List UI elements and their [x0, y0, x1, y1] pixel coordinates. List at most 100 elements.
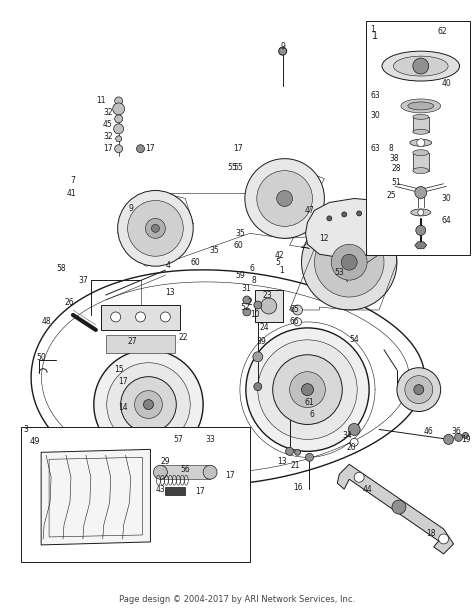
Text: 32: 32 [103, 132, 112, 141]
Text: 17: 17 [225, 471, 235, 480]
Ellipse shape [408, 102, 434, 110]
Text: 37: 37 [78, 276, 88, 284]
Text: 17: 17 [118, 377, 128, 386]
Circle shape [111, 312, 121, 322]
Text: 64: 64 [442, 216, 451, 225]
Text: 47: 47 [305, 206, 314, 215]
Ellipse shape [203, 465, 217, 479]
Text: 4: 4 [166, 261, 171, 270]
Text: 29: 29 [161, 457, 170, 466]
Text: 55: 55 [227, 163, 237, 172]
Circle shape [152, 224, 159, 232]
Text: 8: 8 [389, 144, 393, 153]
Circle shape [160, 312, 170, 322]
Text: 39: 39 [257, 337, 267, 346]
Circle shape [414, 384, 424, 395]
Text: 60: 60 [233, 241, 243, 249]
Text: 46: 46 [424, 427, 434, 436]
Circle shape [137, 145, 145, 153]
Text: 36: 36 [452, 427, 461, 436]
Ellipse shape [401, 99, 441, 113]
Text: 26: 26 [64, 297, 74, 306]
Circle shape [253, 352, 263, 362]
Text: 21: 21 [291, 461, 301, 470]
Circle shape [144, 400, 154, 409]
Circle shape [341, 254, 357, 270]
Circle shape [392, 500, 406, 514]
Circle shape [327, 216, 332, 221]
Text: 52: 52 [240, 303, 250, 313]
Text: 23: 23 [263, 291, 273, 300]
Text: 24: 24 [260, 324, 270, 332]
Circle shape [292, 305, 302, 315]
Circle shape [254, 383, 262, 390]
Text: 45: 45 [103, 120, 113, 129]
Bar [165, 487, 185, 495]
Circle shape [115, 145, 123, 153]
Text: 9: 9 [128, 204, 133, 213]
Circle shape [128, 200, 183, 256]
Circle shape [173, 440, 228, 495]
Circle shape [261, 298, 277, 314]
Ellipse shape [411, 209, 431, 216]
Text: 1: 1 [371, 25, 375, 34]
Text: 3: 3 [24, 425, 28, 434]
Circle shape [444, 435, 454, 444]
Bar [101, 305, 180, 330]
Circle shape [279, 47, 287, 55]
Circle shape [243, 308, 251, 316]
Circle shape [115, 97, 123, 105]
Text: 58: 58 [56, 264, 66, 273]
Circle shape [94, 350, 203, 459]
Text: 12: 12 [319, 234, 329, 243]
Polygon shape [337, 464, 454, 554]
Bar [413, 153, 428, 170]
Text: 14: 14 [118, 403, 128, 412]
Text: 51: 51 [391, 178, 401, 187]
Text: 63: 63 [370, 144, 380, 153]
Circle shape [455, 433, 463, 441]
Circle shape [245, 159, 324, 238]
Text: 38: 38 [389, 154, 399, 163]
Text: 18: 18 [426, 530, 436, 538]
Text: 20: 20 [346, 443, 356, 452]
Text: Page design © 2004-2017 by ARI Network Services, Inc.: Page design © 2004-2017 by ARI Network S… [119, 595, 355, 604]
Text: 66: 66 [290, 318, 300, 327]
Text: 22: 22 [179, 333, 188, 342]
Circle shape [258, 340, 357, 440]
Text: 42: 42 [275, 251, 284, 260]
Circle shape [348, 424, 360, 435]
Text: 61: 61 [305, 398, 314, 407]
Bar [21, 427, 250, 562]
Circle shape [372, 214, 376, 219]
Circle shape [416, 226, 426, 235]
Text: 48: 48 [41, 318, 51, 327]
Circle shape [397, 368, 441, 411]
Circle shape [254, 301, 262, 309]
Bar [106, 335, 175, 353]
Text: 7: 7 [71, 176, 75, 185]
Text: 55: 55 [233, 163, 243, 172]
Circle shape [293, 318, 301, 326]
Text: 59: 59 [235, 271, 245, 280]
Circle shape [273, 355, 342, 424]
Text: 57: 57 [173, 435, 183, 444]
Text: 15: 15 [114, 365, 123, 374]
Circle shape [257, 170, 312, 226]
Text: 10: 10 [250, 310, 260, 319]
Text: 13: 13 [165, 287, 175, 297]
Circle shape [438, 534, 448, 544]
Circle shape [121, 376, 176, 432]
Circle shape [418, 210, 424, 215]
Circle shape [180, 447, 220, 487]
Text: 32: 32 [103, 109, 112, 117]
Ellipse shape [413, 115, 428, 120]
Circle shape [115, 115, 123, 123]
Text: 11: 11 [96, 96, 106, 105]
Text: 53: 53 [334, 268, 344, 276]
Circle shape [415, 186, 427, 199]
Ellipse shape [413, 129, 428, 134]
Bar [413, 117, 428, 132]
Circle shape [116, 135, 122, 142]
Text: 33: 33 [205, 435, 215, 444]
